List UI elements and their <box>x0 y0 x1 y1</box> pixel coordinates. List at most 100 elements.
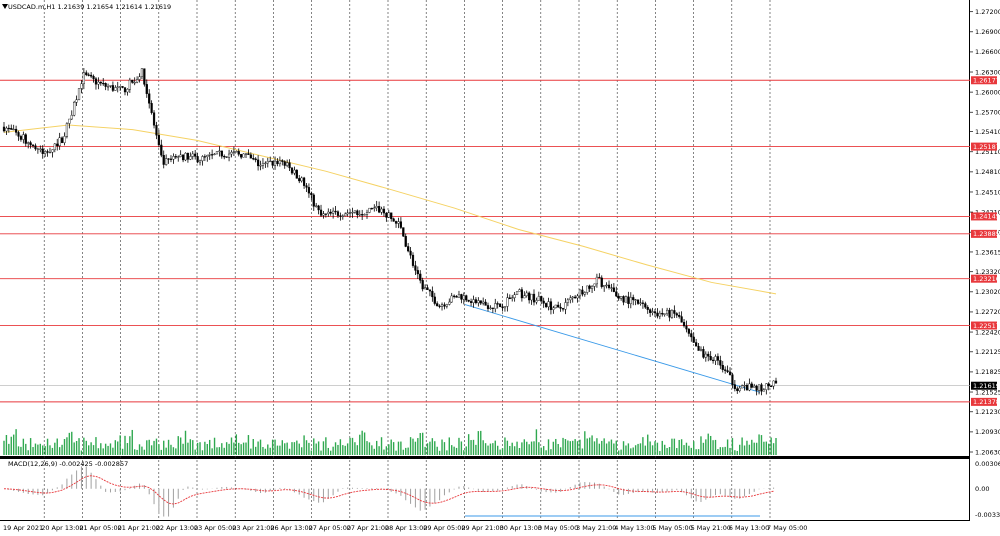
candle-body <box>346 212 349 215</box>
candle-body <box>53 143 56 150</box>
price-label: 1.22420 <box>975 328 1000 336</box>
candle-body <box>537 296 540 301</box>
candle-body <box>445 304 448 307</box>
candle-body <box>7 127 10 130</box>
candle-body <box>312 194 315 207</box>
candle-body <box>549 301 553 310</box>
time-label: 21 Apr 05:00 <box>79 524 121 532</box>
candle-body <box>624 296 628 303</box>
candle-body <box>271 160 274 166</box>
candle-body <box>80 83 83 89</box>
candle-body <box>278 160 281 165</box>
candle-body <box>276 160 279 165</box>
candle-body <box>639 302 642 304</box>
candle-body <box>716 356 720 361</box>
candle-body <box>327 211 330 214</box>
candle-body <box>651 311 654 313</box>
candle-body <box>501 306 504 309</box>
candle-body <box>77 88 81 100</box>
price-label: 1.25410 <box>975 128 1000 136</box>
candle-body <box>5 127 8 132</box>
candle-body <box>237 151 240 155</box>
candle-body <box>56 143 59 147</box>
candle-body <box>131 79 134 83</box>
price-chart-pane[interactable] <box>0 0 970 457</box>
candle-body <box>719 360 722 366</box>
candle-body <box>378 206 381 213</box>
candle-body <box>426 287 429 290</box>
candle-body <box>392 218 395 222</box>
candle-body <box>690 333 693 338</box>
candle-body <box>315 205 318 207</box>
candle-body <box>390 212 393 219</box>
candle-body <box>208 154 211 156</box>
candle-body <box>491 307 494 309</box>
candle-body <box>499 303 502 307</box>
candle-body <box>774 380 778 384</box>
candle-body <box>70 114 73 120</box>
candle-body <box>494 303 497 309</box>
candle-body <box>319 209 323 216</box>
candle-body <box>760 384 763 392</box>
price-label: 1.26300 <box>975 68 1000 76</box>
macd-pane[interactable] <box>0 459 970 521</box>
candle-body <box>402 227 405 237</box>
candle-body <box>44 151 47 154</box>
candle-body <box>486 305 490 309</box>
candle-body <box>685 325 688 330</box>
candle-body <box>351 212 354 214</box>
candle-body <box>36 148 39 150</box>
candle-body <box>167 158 170 160</box>
candle-body <box>564 302 567 310</box>
candle-body <box>680 316 683 323</box>
candle-body <box>196 156 199 163</box>
candle-body <box>465 295 468 301</box>
candle-body <box>590 286 594 289</box>
time-label: 19 Apr 2021 <box>3 524 43 532</box>
candle-body <box>249 154 252 159</box>
candle-body <box>123 87 127 93</box>
candle-body <box>143 68 146 85</box>
candle-body <box>387 212 390 218</box>
candle-body <box>714 356 717 361</box>
candle-body <box>503 306 507 309</box>
candle-body <box>380 208 383 213</box>
candle-body <box>726 370 729 373</box>
candle-body <box>211 154 214 156</box>
pane-separator[interactable] <box>0 457 970 459</box>
candle-body <box>370 207 373 210</box>
candle-body <box>457 294 461 298</box>
candle-body <box>247 153 250 155</box>
candle-body <box>462 295 465 300</box>
candle-body <box>87 74 90 76</box>
candle-body <box>535 300 538 303</box>
candle-body <box>121 86 124 88</box>
time-label: 21 Apr 21:00 <box>118 524 160 532</box>
candle-body <box>307 187 311 194</box>
candle-body <box>644 303 647 308</box>
level-tag <box>971 274 997 283</box>
candle-body <box>753 385 756 388</box>
candle-body <box>636 299 640 304</box>
candle-body <box>496 303 499 305</box>
candle-body <box>244 153 248 155</box>
candle-body <box>375 206 378 209</box>
candle-body <box>220 150 223 157</box>
candle-body <box>682 322 686 327</box>
candle-body <box>721 365 724 370</box>
level-label: 1.24145 <box>973 213 1000 221</box>
candle-body <box>114 87 117 91</box>
candle-body <box>620 296 623 299</box>
time-label: 7 May 05:00 <box>767 524 807 532</box>
candle-body <box>423 287 427 290</box>
candle-body <box>242 153 245 158</box>
time-label: 23 Apr 21:00 <box>232 524 274 532</box>
chart-menu-arrow-icon[interactable] <box>2 4 8 9</box>
candle-body <box>675 313 678 316</box>
candle-body <box>407 246 410 252</box>
candle-body <box>748 383 751 391</box>
candle-body <box>19 136 23 140</box>
candle-body <box>191 153 194 157</box>
price-label: 1.23320 <box>975 268 1000 276</box>
